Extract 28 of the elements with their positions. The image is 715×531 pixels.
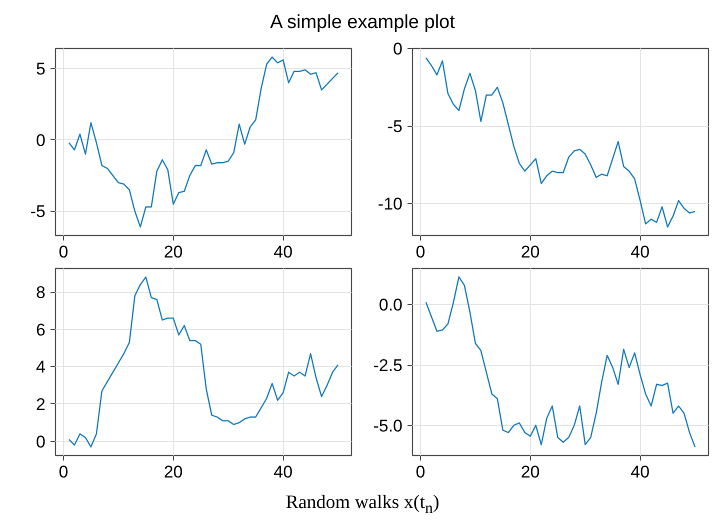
y-tick-label: 0	[36, 130, 46, 150]
x-tick-label: 0	[416, 242, 426, 262]
x-tick-label: 0	[416, 462, 426, 482]
y-tick-label: -2.5	[373, 356, 403, 376]
chart-title: A simple example plot	[270, 11, 455, 35]
y-tick-label: 0	[393, 40, 403, 58]
x-tick-label: 40	[274, 462, 293, 482]
x-tick-label: 40	[630, 462, 650, 482]
y-tick-label: -5	[30, 202, 46, 222]
y-tick-label: 5	[36, 59, 46, 78]
x-axis-title: Random walks x(t$_{n}$)	[286, 491, 440, 519]
x-tick-label: 20	[164, 462, 183, 482]
x-tick-label: 0	[58, 242, 68, 262]
x-tick-label: 40	[274, 242, 293, 262]
y-tick-label: 0	[36, 432, 46, 452]
x-tick-label: 20	[164, 242, 183, 262]
y-tick-label: 2	[36, 394, 46, 414]
y-tick-label: -5.0	[373, 416, 403, 436]
y-tick-label: 8	[36, 283, 46, 302]
x-tick-label: 20	[520, 242, 540, 262]
x-tick-label: 40	[630, 242, 650, 262]
y-tick-label: 0.0	[378, 296, 403, 315]
y-tick-label: -10	[378, 194, 403, 214]
x-tick-label: 20	[520, 462, 540, 482]
x-tick-label: 0	[58, 462, 68, 482]
y-tick-label: -5	[387, 117, 403, 136]
y-tick-label: 4	[36, 358, 46, 377]
y-tick-label: 6	[36, 320, 46, 340]
